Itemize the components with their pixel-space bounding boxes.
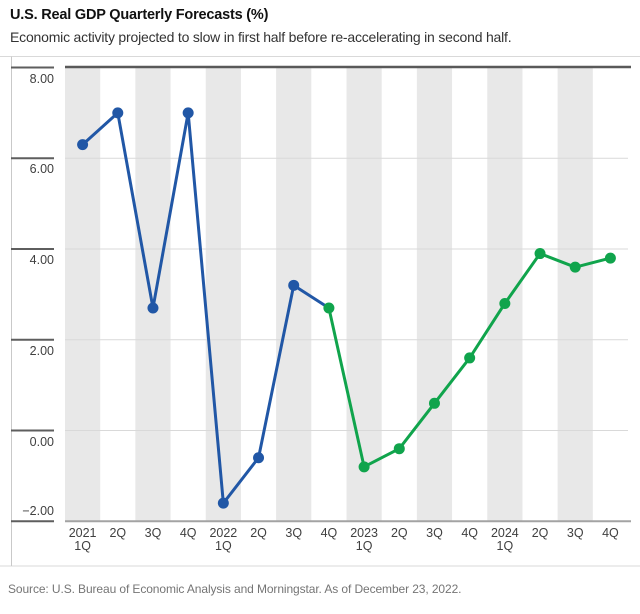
data-point-actual [288,279,300,291]
plot-band [557,67,593,522]
data-point-forecast [358,461,370,473]
x-tick-label: 3Q [426,526,443,540]
x-tick-label: 2Q [390,526,408,540]
x-tick-label: 2Q [109,526,127,540]
data-point-actual [112,107,124,119]
plot-band [346,67,382,522]
x-tick-label: 3Q [566,526,584,540]
y-tick-label: 4.00 [29,253,54,268]
data-point-forecast [464,352,476,364]
x-tick-label: 4Q [320,526,338,540]
data-point-actual [182,107,194,119]
x-tick-label: 2Q [250,526,267,540]
series-line-actual [81,111,331,505]
data-point-forecast [393,443,405,455]
plot-band [65,67,101,522]
x-tick-label: 4Q [461,526,478,540]
y-tick-label: 2.00 [29,343,54,358]
data-point-forecast [569,261,581,273]
x-tick-label: 2023 1Q [350,526,378,553]
y-tick-label: 0.00 [29,434,54,449]
data-point-actual [147,302,159,314]
data-point-actual [253,452,265,464]
data-point-forecast [428,397,440,409]
x-tick-label: 3Q [285,526,303,540]
x-tick-label: 2022 1Q [209,526,238,553]
data-point-actual [77,139,89,151]
chart-title: U.S. Real GDP Quarterly Forecasts (%) [10,7,269,23]
y-tick-label: 6.00 [29,162,54,177]
source-note: Source: U.S. Bureau of Economic Analysis… [8,582,462,596]
data-point-forecast [604,252,616,264]
y-tick-label: 8.00 [29,71,54,86]
y-tick-label: −2.00 [22,504,54,519]
x-tick-label: 4Q [602,526,619,540]
plot-band [135,67,171,522]
data-point-forecast [499,297,511,309]
plot-band [416,67,453,522]
plot-band [205,67,241,522]
x-tick-label: 2Q [531,526,549,540]
data-point-actual [217,497,229,509]
x-tick-label: 4Q [179,526,197,540]
x-tick-label: 2024 1Q [490,526,519,553]
x-tick-label: 3Q [144,526,162,540]
x-tick-label: 2021 1Q [68,526,97,553]
plot-band [487,67,523,522]
chart-subtitle: Economic activity projected to slow in f… [10,29,512,45]
data-point-forecast [323,302,335,314]
data-point-forecast [534,248,546,260]
